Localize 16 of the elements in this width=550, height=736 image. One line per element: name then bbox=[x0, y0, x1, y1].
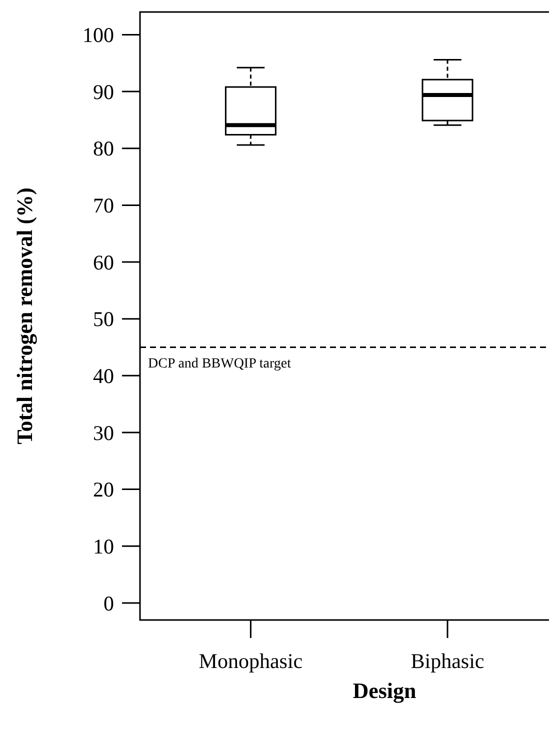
ref-line-label: DCP and BBWQIP target bbox=[148, 356, 292, 372]
y-tick-label: 10 bbox=[93, 534, 114, 558]
x-axis-title: Design bbox=[352, 678, 416, 703]
y-tick-label: 80 bbox=[93, 136, 114, 161]
y-tick-label: 90 bbox=[93, 80, 114, 104]
y-tick-label: 0 bbox=[104, 591, 114, 616]
y-tick-label: 20 bbox=[93, 478, 114, 502]
y-tick-label: 100 bbox=[82, 23, 114, 48]
y-axis-title: Total nitrogen removal (%) bbox=[12, 188, 37, 444]
y-tick-label: 30 bbox=[93, 420, 114, 445]
x-tick-label: Biphasic bbox=[410, 649, 484, 673]
y-tick-label: 50 bbox=[93, 307, 114, 332]
y-tick-label: 70 bbox=[93, 194, 114, 218]
x-tick-label: Monophasic bbox=[198, 649, 303, 673]
y-tick-label: 60 bbox=[93, 250, 114, 274]
y-tick-label: 40 bbox=[93, 364, 114, 388]
